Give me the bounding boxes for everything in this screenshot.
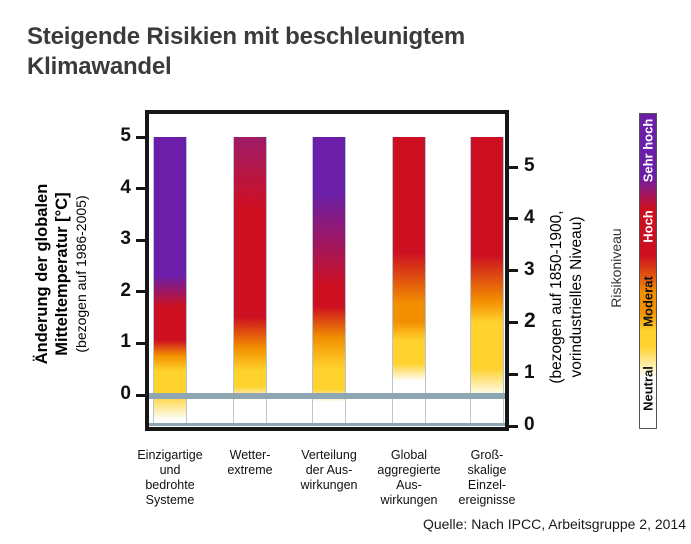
left-tick-label-3: 3: [120, 228, 131, 250]
category-label-1: Einzigartige und bedrohte Systeme: [137, 448, 203, 507]
right-tick-4: [509, 217, 518, 221]
left-tick-label-1: 1: [120, 331, 131, 353]
current-temperature-reference-line: [149, 393, 505, 399]
title-line-1: Steigende Risikien mit beschleunigtem: [27, 23, 466, 50]
source-citation: Quelle: Nach IPCC, Arbeitsgruppe 2, 2014: [422, 516, 686, 532]
left-tick-5: [136, 135, 145, 139]
left-tick-label-2: 2: [120, 279, 131, 301]
right-tick-label-3: 3: [524, 258, 535, 280]
right-tick-0: [509, 424, 518, 428]
right-axis-title: (bezogen auf 1850-1900, vorindustrielles…: [547, 141, 589, 453]
risk-level-colorbar: [639, 113, 657, 429]
right-axis-title-line1: (bezogen auf 1850-1900,: [548, 210, 565, 384]
left-axis-title-line1: Änderung der globalen: [33, 183, 51, 365]
right-tick-3: [509, 269, 518, 273]
right-tick-2: [509, 320, 518, 324]
left-tick-label-0: 0: [120, 383, 131, 404]
risk-level-label-neutral: Neutral: [640, 366, 656, 411]
left-tick-0: [136, 393, 145, 397]
legend-title: Risikoniveau: [608, 228, 624, 308]
title-line-2: Klimawandel: [27, 53, 172, 81]
risk-level-label-sehr-hoch: Sehr hoch: [640, 118, 656, 183]
right-tick-5: [509, 165, 518, 169]
right-tick-label-5: 5: [524, 155, 535, 176]
left-axis-title: Änderung der globalen Mitteltemperatur […: [32, 99, 94, 449]
preindustrial-baseline-line: [149, 423, 505, 426]
category-label-4: Global aggregierte Aus- wirkungen: [377, 448, 441, 507]
left-tick-2: [136, 290, 145, 294]
page-title: Steigende Risikien mit beschleunigtem Kl…: [27, 22, 465, 82]
plot-area: [145, 110, 509, 431]
left-axis-title-line2: Mitteltemperatur [°C]: [53, 192, 72, 356]
right-tick-label-0: 0: [524, 414, 535, 435]
right-tick-1: [509, 372, 518, 376]
left-axis-subtitle: (bezogen auf 1986-2005): [73, 195, 90, 353]
right-tick-label-4: 4: [524, 206, 535, 228]
category-label-5: Groß- skalige Einzel- ereignisse: [458, 448, 516, 507]
left-tick-1: [136, 341, 145, 345]
risk-level-label-moderat: Moderat: [640, 276, 656, 327]
risk-column-1: [153, 137, 187, 425]
risk-column-2: [233, 137, 267, 425]
left-tick-label-4: 4: [120, 176, 131, 198]
left-tick-4: [136, 187, 145, 191]
risk-column-5: [470, 137, 504, 425]
risk-column-3: [312, 137, 346, 425]
right-axis-title-line2: vorindustrielles Niveau): [567, 216, 585, 378]
left-tick-3: [136, 238, 145, 242]
right-tick-label-1: 1: [524, 362, 535, 384]
risk-column-4: [392, 137, 426, 425]
risk-level-label-hoch: Hoch: [640, 210, 656, 243]
left-tick-label-5: 5: [120, 125, 131, 146]
category-label-2: Wetter- extreme: [227, 448, 273, 477]
right-tick-label-2: 2: [524, 309, 536, 333]
category-label-3: Verteilung der Aus- wirkungen: [300, 448, 358, 492]
